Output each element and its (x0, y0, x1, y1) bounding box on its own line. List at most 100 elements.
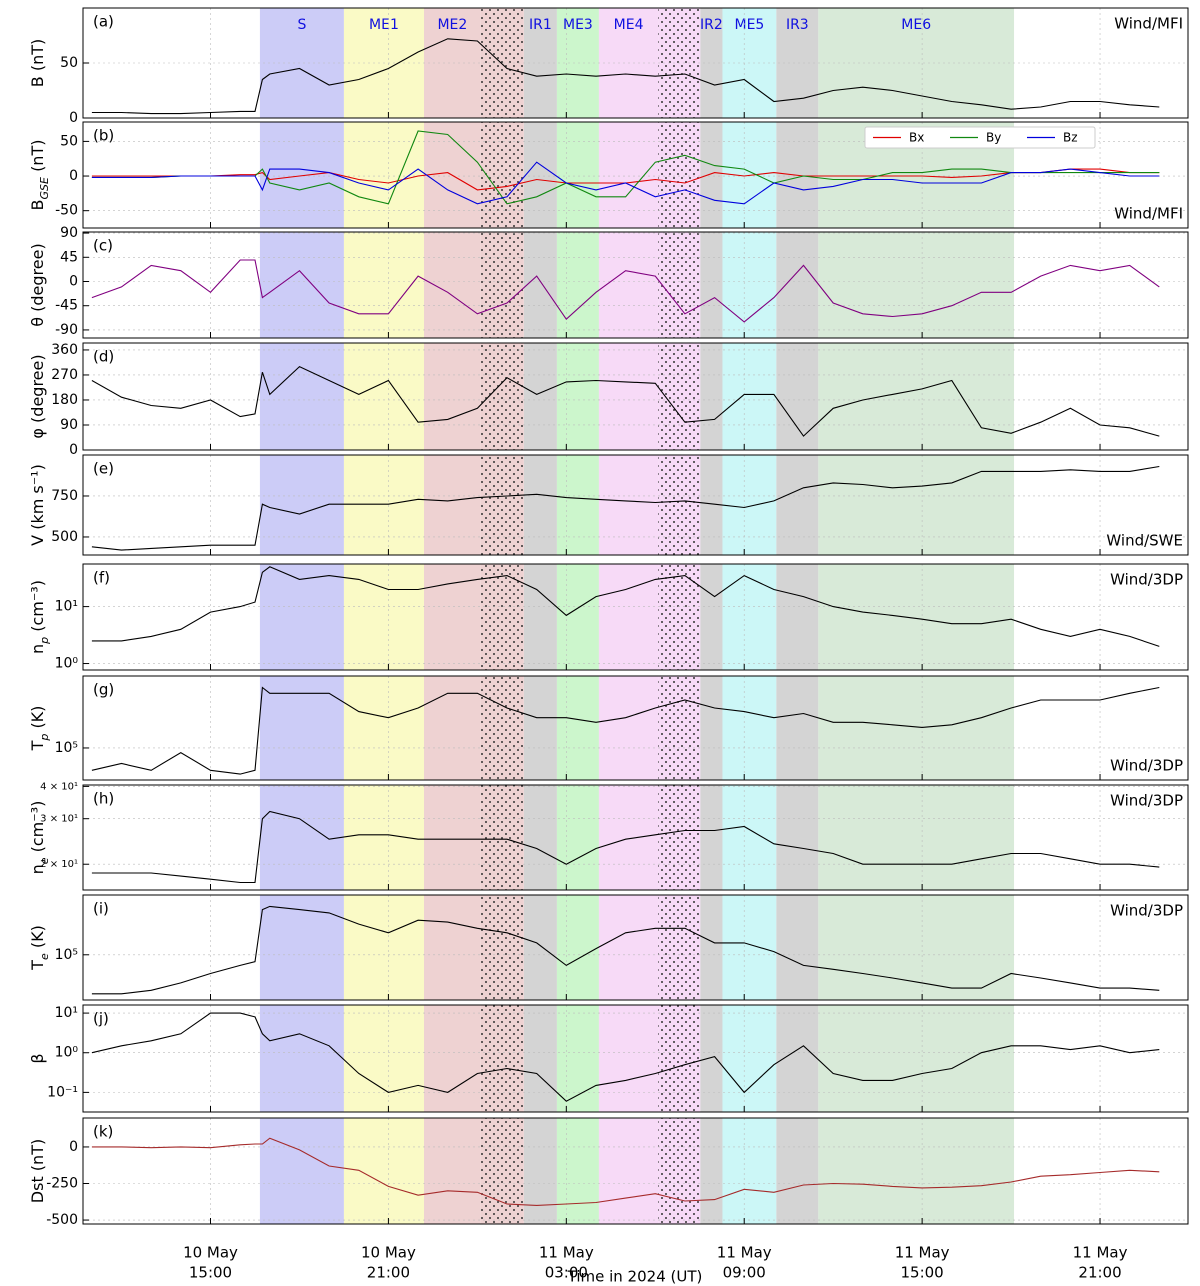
instrument-label: Wind/3DP (1110, 571, 1183, 589)
data-line (91, 130, 1160, 205)
region (259, 343, 344, 450)
region (818, 343, 1015, 450)
region (776, 1118, 819, 1224)
hatch-dots (480, 895, 524, 1000)
panel-label: (a) (93, 13, 114, 31)
instrument-label: Wind/SWE (1106, 532, 1183, 550)
y-axis-title: β (28, 1053, 47, 1063)
y-tick-label: -250 (46, 1176, 78, 1192)
panel-label: (f) (93, 569, 110, 587)
region-label: ME5 (734, 17, 764, 33)
y-axis-title-part: θ (degree) (28, 243, 47, 326)
region (598, 1118, 659, 1224)
region (818, 1118, 1015, 1224)
panel-frame (82, 784, 1189, 891)
region (818, 455, 1015, 555)
region (598, 343, 659, 450)
y-tick-label: 90 (60, 225, 78, 241)
data-line (91, 566, 1160, 647)
y-axis-title-part: (cm⁻³) (28, 580, 47, 637)
y-axis-title: θ (degree) (28, 243, 47, 326)
hatch-dots (658, 343, 701, 450)
y-axis-title-part: p (38, 734, 51, 742)
instrument-label: Wind/3DP (1110, 757, 1183, 775)
hatch-dots (658, 895, 701, 1000)
legend-label: Bz (1063, 131, 1078, 145)
y-axis-title-part: (K) (28, 706, 47, 734)
hatch-dots (480, 564, 524, 670)
region (700, 343, 723, 450)
y-tick-label: 0 (69, 274, 78, 290)
x-tick-label: 10 May (361, 1244, 416, 1262)
region (259, 1118, 344, 1224)
panel-frame (82, 342, 1189, 451)
region (556, 564, 599, 670)
region (598, 564, 659, 670)
region (818, 895, 1015, 1000)
region (423, 895, 481, 1000)
region-label: IR1 (529, 17, 552, 33)
panel-frame (82, 675, 1189, 781)
y-axis-title: ne (cm⁻³) (28, 801, 51, 875)
hatch-dots (658, 122, 701, 228)
panel-frame (82, 454, 1189, 556)
region (722, 232, 777, 338)
y-axis-title-part: e (38, 857, 51, 864)
y-axis-title-part: φ (degree) (28, 354, 47, 438)
data-line (91, 259, 1160, 323)
region-label: ME1 (369, 17, 399, 33)
panel: 2 × 10¹ 3 × 10¹ 4 × 10¹ (h) Wind/3DP ne (cm⁻³… (28, 781, 1189, 891)
panel-frame (82, 1004, 1189, 1113)
region (343, 1118, 424, 1224)
data-line (91, 1137, 1160, 1206)
region-label: IR2 (700, 17, 723, 33)
data-line (91, 38, 1160, 115)
region (423, 1118, 481, 1224)
region (423, 232, 481, 338)
region (700, 1005, 723, 1112)
panel-frame (82, 121, 1189, 229)
panel-label: (j) (93, 1010, 109, 1028)
x-tick-label: 03:00 (545, 1264, 588, 1282)
y-tick-label: 4 × 10¹ (40, 781, 78, 792)
y-tick-label: 10⁰ (55, 656, 79, 672)
region-label: IR3 (786, 17, 809, 33)
y-axis-title-part: e (38, 953, 51, 960)
hatch-dots (480, 122, 524, 228)
region (700, 1118, 723, 1224)
region (423, 455, 481, 555)
panel-label: (c) (93, 237, 113, 255)
region (556, 343, 599, 450)
region (818, 785, 1015, 890)
region (598, 122, 659, 228)
region (556, 1118, 599, 1224)
hatch-dots (658, 455, 701, 555)
y-tick-label: 50 (60, 55, 78, 71)
y-tick-label: 500 (51, 529, 78, 545)
region (700, 564, 723, 670)
hatch-dots (658, 564, 701, 670)
legend-box (864, 126, 1096, 149)
region (343, 122, 424, 228)
region (343, 676, 424, 780)
y-axis-title-part: GSE (38, 177, 51, 200)
y-tick-label: 0 (69, 110, 78, 126)
region (818, 676, 1015, 780)
y-axis-title: BGSE (nT) (28, 140, 51, 211)
region (776, 785, 819, 890)
region (523, 785, 557, 890)
region (523, 343, 557, 450)
region (598, 895, 659, 1000)
x-tick-label: 15:00 (901, 1264, 944, 1282)
region (722, 564, 777, 670)
y-axis-title-part: T (28, 740, 47, 751)
x-tick-label: 11 May (717, 1244, 772, 1262)
hatch-dots (480, 232, 524, 338)
panel: 10⁻¹ 10⁰ 10¹ (j) β (28, 1004, 1189, 1113)
y-tick-label: 10⁻¹ (47, 1084, 78, 1100)
region (343, 564, 424, 670)
x-tick-label: 11 May (1073, 1244, 1128, 1262)
region-label: ME3 (563, 17, 593, 33)
region (523, 122, 557, 228)
region (776, 564, 819, 670)
